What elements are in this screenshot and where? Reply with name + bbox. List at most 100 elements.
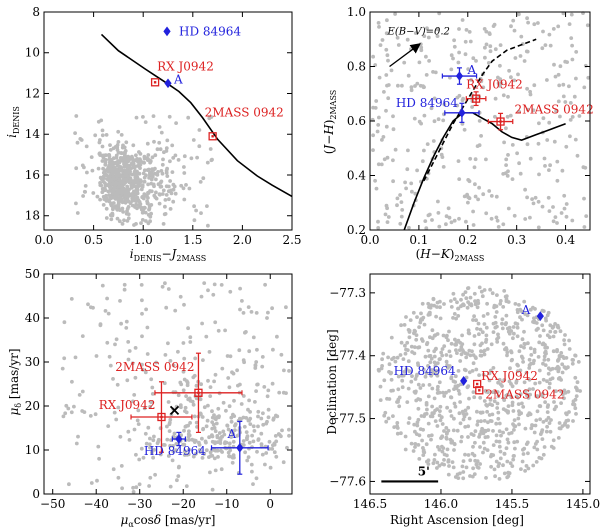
star-point <box>120 179 125 184</box>
star-point <box>131 143 136 148</box>
star-point <box>380 357 384 362</box>
star-point <box>473 194 478 199</box>
star-point <box>555 159 560 164</box>
x-tick-label: 0.3 <box>507 233 526 247</box>
star-point <box>199 211 203 216</box>
star-point <box>115 143 120 147</box>
star-point <box>468 353 473 358</box>
star-point <box>533 381 538 386</box>
star-point <box>478 462 482 466</box>
star-point <box>204 334 209 339</box>
star-point <box>535 394 540 398</box>
star-point <box>154 177 158 182</box>
star-point <box>150 172 155 177</box>
star-point <box>140 218 145 222</box>
star-point <box>507 68 511 73</box>
star-point <box>405 167 410 172</box>
x-tick-label: 2.5 <box>282 233 301 247</box>
star-point <box>64 403 69 408</box>
star-point <box>111 189 116 194</box>
star-point <box>393 12 397 16</box>
star-point <box>145 201 150 206</box>
star-point <box>168 179 173 183</box>
star-point <box>247 398 252 403</box>
star-point <box>80 334 85 338</box>
star-point <box>564 419 569 423</box>
star-point <box>158 147 163 152</box>
star-point <box>420 301 425 306</box>
star-point <box>525 142 530 147</box>
square-marker-center <box>475 382 479 386</box>
star-point <box>174 121 179 125</box>
star-point <box>439 350 444 355</box>
star-point <box>206 403 210 408</box>
star-point <box>432 349 437 354</box>
star-point <box>177 464 181 469</box>
star-point <box>202 452 207 456</box>
star-point <box>371 148 375 153</box>
star-point <box>107 354 112 359</box>
star-point <box>515 362 520 367</box>
star-point <box>432 458 437 462</box>
star-point <box>119 321 123 326</box>
star-point <box>496 332 500 337</box>
star-point <box>532 22 537 27</box>
star-point <box>148 475 153 480</box>
star-point <box>412 422 417 427</box>
star-point <box>413 84 417 88</box>
star-point <box>558 64 563 69</box>
star-point <box>146 425 151 430</box>
star-point <box>466 328 471 333</box>
star-point <box>149 181 154 186</box>
star-point <box>428 360 433 365</box>
star-point <box>492 467 497 472</box>
star-point <box>523 426 528 431</box>
star-point <box>188 421 193 425</box>
star-point <box>574 76 578 81</box>
star-point <box>389 68 394 73</box>
star-point <box>503 322 508 327</box>
star-point <box>464 375 469 380</box>
star-point <box>436 211 441 215</box>
star-point <box>386 355 390 360</box>
star-point <box>532 350 537 354</box>
star-point <box>119 151 124 156</box>
star-point <box>86 302 90 307</box>
star-point <box>473 429 478 434</box>
star-point <box>445 366 450 370</box>
star-point <box>441 118 446 123</box>
star-point <box>206 378 210 383</box>
star-point <box>159 169 164 173</box>
star-point <box>471 361 476 366</box>
marked-object-a: A <box>521 303 544 321</box>
star-point <box>181 369 186 374</box>
star-point <box>385 18 389 23</box>
star-point <box>135 157 140 161</box>
star-point <box>271 347 275 352</box>
star-point <box>395 35 400 40</box>
star-point <box>485 403 489 408</box>
star-point <box>226 427 231 432</box>
star-point <box>444 353 449 357</box>
star-point <box>417 345 422 350</box>
star-point <box>571 419 575 423</box>
star-point <box>143 431 148 436</box>
star-point <box>522 341 527 346</box>
star-point <box>438 409 442 413</box>
star-point <box>463 452 467 457</box>
star-point <box>470 349 474 354</box>
star-point <box>435 305 439 309</box>
star-point <box>554 389 558 394</box>
y-tick-label: 50 <box>25 267 40 281</box>
star-point <box>433 452 437 457</box>
star-point <box>575 380 580 385</box>
star-point <box>415 420 420 425</box>
star-point <box>138 166 142 171</box>
star-point <box>473 299 477 303</box>
star-point <box>506 206 511 211</box>
star-point <box>479 134 483 138</box>
star-point <box>119 464 124 468</box>
star-point <box>504 294 509 298</box>
star-point <box>161 222 166 226</box>
star-point <box>434 372 439 377</box>
